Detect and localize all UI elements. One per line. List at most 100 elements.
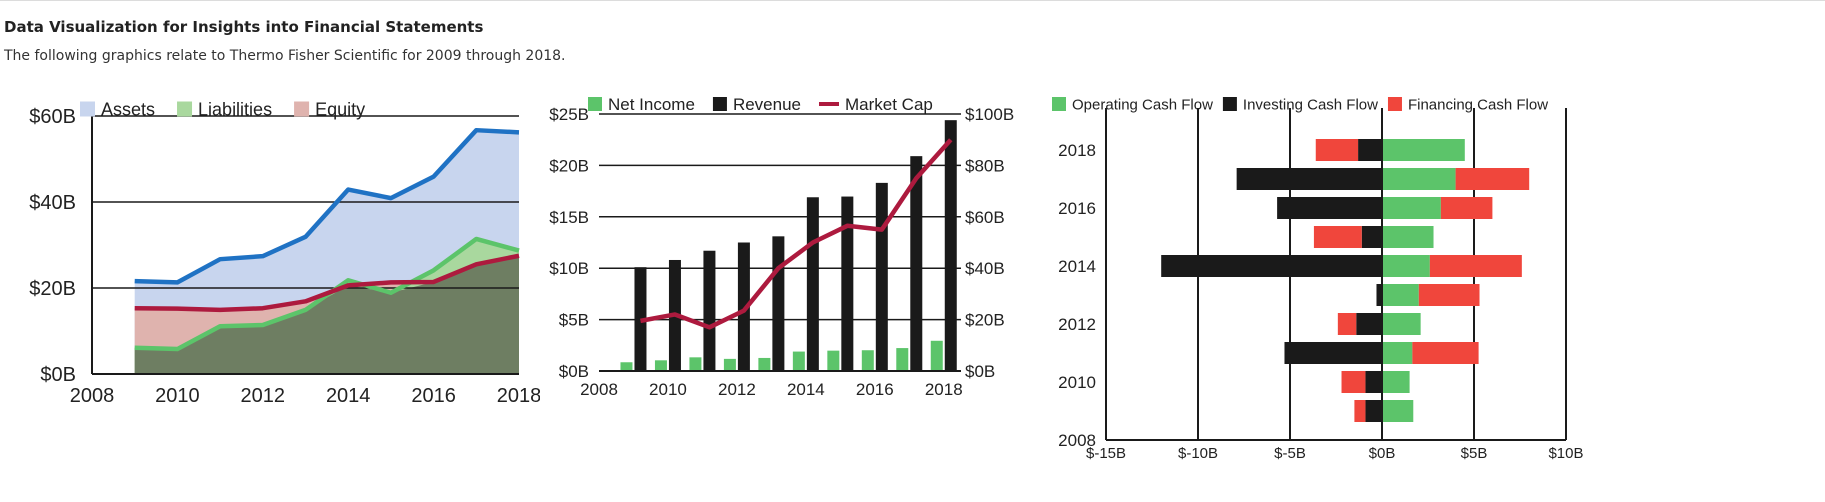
revenue-bar-2012: [737, 242, 750, 371]
y-left-tick-label-0: $0B: [559, 362, 589, 381]
x-tick-label-4: $5B: [1461, 445, 1488, 462]
x-tick-label-3: 2014: [787, 380, 825, 399]
investing-cash-flow-bar-2016: [1277, 197, 1382, 219]
legend-swatch-1: [1222, 97, 1237, 111]
net-income-bar-2009: [620, 362, 633, 371]
investing-cash-flow-bar-2014: [1161, 255, 1382, 277]
net-income-bar-2011: [689, 357, 702, 371]
y-left-tick-label-2: $10B: [549, 259, 589, 278]
top-divider: [0, 0, 1825, 1]
y-tick-label-2: 2012: [1058, 315, 1096, 334]
x-tick-label-0: 2008: [580, 380, 618, 399]
legend-label-2: Market Cap: [845, 95, 933, 114]
x-tick-label-0: $-15B: [1086, 445, 1126, 462]
y-tick-label-4: 2016: [1058, 199, 1096, 218]
investing-cash-flow-bar-2009: [1365, 400, 1382, 422]
financing-cash-flow-bar-2016: [1440, 197, 1493, 219]
x-tick-label-1: $-10B: [1178, 445, 1218, 462]
x-tick-label-2: 2012: [241, 385, 286, 407]
operating-cash-flow-bar-2014: [1382, 255, 1430, 277]
x-tick-label-3: $0B: [1369, 445, 1396, 462]
x-tick-label-3: 2014: [326, 385, 371, 407]
operating-cash-flow-bar-2010: [1382, 371, 1410, 393]
net-income-bar-2016: [861, 350, 874, 371]
legend-swatch-2: [294, 101, 310, 117]
net-income-bar-2018: [930, 340, 943, 371]
investing-cash-flow-bar-2017: [1236, 168, 1382, 190]
legend-swatch-1: [712, 97, 727, 111]
financing-cash-flow-bar-2011: [1412, 342, 1479, 364]
x-tick-label-1: 2010: [649, 380, 687, 399]
legend-swatch-2: [1387, 97, 1402, 111]
financing-cash-flow-bar-2010: [1341, 371, 1366, 393]
revenue-bar-2017: [910, 156, 923, 371]
y-tick-label-1: $20B: [29, 278, 76, 300]
x-tick-label-5: 2018: [925, 380, 963, 399]
net-income-bar-2013: [758, 357, 771, 371]
investing-cash-flow-bar-2018: [1358, 139, 1382, 161]
y-right-tick-label-0: $0B: [965, 362, 995, 381]
revenue-bar-2018: [944, 120, 957, 371]
legend-label-0: Net Income: [608, 95, 695, 114]
legend-swatch-0: [80, 101, 95, 117]
net-income-bar-2017: [896, 348, 909, 371]
y-tick-label-0: $0B: [40, 364, 76, 386]
net-income-bar-2012: [723, 358, 736, 371]
operating-cash-flow-bar-2017: [1382, 168, 1456, 190]
y-tick-label-3: 2014: [1058, 257, 1096, 276]
page-subtitle: The following graphics relate to Thermo …: [4, 48, 566, 64]
legend-label-1: Investing Cash Flow: [1243, 96, 1378, 113]
revenue-bar-2015: [841, 196, 854, 371]
overlap-area: [134, 255, 519, 374]
y-tick-label-2: $40B: [29, 192, 76, 214]
operating-cash-flow-bar-2009: [1382, 400, 1414, 422]
x-tick-label-4: 2016: [411, 385, 456, 407]
legend-swatch-1: [177, 101, 193, 117]
investing-cash-flow-bar-2012: [1356, 313, 1382, 335]
legend-label-1: Liabilities: [198, 99, 272, 119]
y-tick-label-5: 2018: [1058, 141, 1096, 160]
y-left-tick-label-4: $20B: [549, 156, 589, 175]
legend-label-2: Financing Cash Flow: [1408, 96, 1548, 113]
x-tick-label-5: $10B: [1548, 445, 1583, 462]
net-income-bar-2010: [654, 360, 667, 371]
operating-cash-flow-bar-2016: [1382, 197, 1441, 219]
revenue-bar-2013: [772, 236, 785, 371]
y-tick-label-3: $60B: [29, 106, 76, 128]
operating-cash-flow-bar-2013: [1382, 284, 1419, 306]
financing-cash-flow-bar-2009: [1354, 400, 1366, 422]
y-right-tick-label-5: $100B: [965, 105, 1014, 124]
y-tick-label-1: 2010: [1058, 373, 1096, 392]
net-income-bar-2015: [827, 350, 840, 371]
y-right-tick-label-4: $80B: [965, 156, 1005, 175]
y-tick-label-0: 2008: [1058, 431, 1096, 450]
revenue-bar-2014: [806, 197, 819, 371]
financing-cash-flow-bar-2017: [1455, 168, 1530, 190]
x-tick-label-4: 2016: [856, 380, 894, 399]
x-tick-label-2: 2012: [718, 380, 756, 399]
legend-label-0: Operating Cash Flow: [1072, 96, 1213, 113]
x-tick-label-1: 2010: [155, 385, 200, 407]
page-title: Data Visualization for Insights into Fin…: [4, 18, 484, 36]
income-revenue-chart: $0B $5B $10B $15B $20B $25B $0B $20B $40B $60B $80…: [549, 95, 1014, 399]
x-tick-label-2: $-5B: [1274, 445, 1306, 462]
y-left-tick-label-3: $15B: [549, 208, 589, 227]
investing-cash-flow-bar-2010: [1365, 371, 1382, 393]
investing-cash-flow-bar-2011: [1284, 342, 1382, 364]
y-right-tick-label-3: $60B: [965, 208, 1005, 227]
operating-cash-flow-bar-2011: [1382, 342, 1413, 364]
legend-swatch-0: [1052, 97, 1066, 111]
revenue-bar-2011: [703, 250, 716, 371]
operating-cash-flow-bar-2015: [1382, 226, 1434, 248]
balance-sheet-chart: $0B $20B $40B $60B 2008 2010 2012 2014 2016 2018 A…: [29, 99, 540, 407]
legend-label-0: Assets: [101, 99, 155, 119]
y-left-tick-label-1: $5B: [559, 311, 589, 330]
equity-line: [134, 253, 520, 313]
market-cap-line: [640, 138, 953, 330]
financing-cash-flow-bar-2014: [1429, 255, 1522, 277]
operating-cash-flow-bar-2018: [1382, 139, 1465, 161]
investing-cash-flow-bar-2013: [1376, 284, 1382, 306]
cash-flow-chart: 2008 2010 2012 2014 2016 2018 $-15B $-10B $-5B $0…: [1052, 96, 1584, 462]
assets-line: [134, 127, 520, 285]
financing-cash-flow-bar-2012: [1337, 313, 1357, 335]
